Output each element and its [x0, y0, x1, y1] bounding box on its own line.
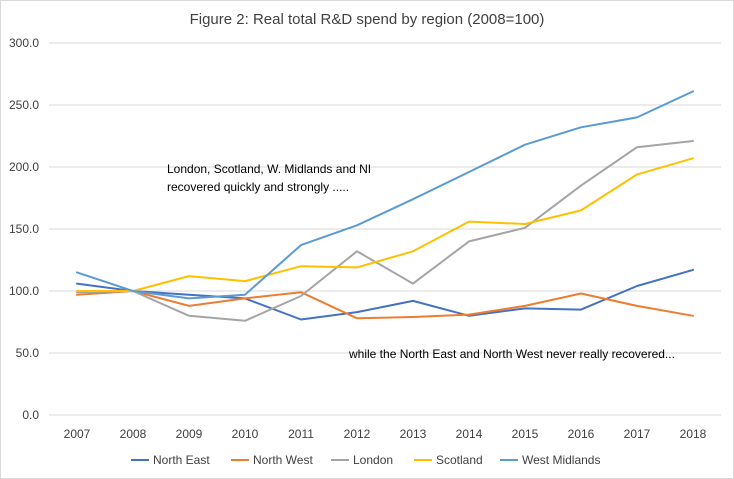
x-tick-label: 2018 [680, 427, 707, 441]
y-tick-label: 300.0 [9, 36, 39, 50]
x-tick-label: 2012 [344, 427, 371, 441]
gridlines [49, 42, 721, 416]
y-axis-tick-labels: 0.0 50.0 100.0 150.0 200.0 250.0 300.0 [9, 36, 39, 422]
x-tick-label: 2009 [176, 427, 203, 441]
x-tick-label: 2014 [456, 427, 483, 441]
legend-label-north-west: North West [253, 453, 313, 467]
series-lines [76, 90, 694, 322]
legend-label-scotland: Scotland [436, 453, 483, 467]
legend: North East North West London Scotland West M… [131, 453, 600, 467]
legend-label-west-midlands: West Midlands [522, 453, 600, 467]
series-line-north-east [76, 268, 694, 321]
x-tick-label: 2010 [232, 427, 259, 441]
y-tick-label: 100.0 [9, 284, 39, 298]
y-tick-label: 250.0 [9, 98, 39, 112]
x-tick-label: 2008 [120, 427, 147, 441]
legend-label-london: London [353, 453, 393, 467]
series-line-scotland [76, 157, 694, 292]
annotation-text: recovered quickly and strongly ..... [167, 180, 349, 194]
y-tick-label: 0.0 [22, 408, 39, 422]
x-tick-label: 2015 [512, 427, 539, 441]
x-tick-label: 2013 [400, 427, 427, 441]
x-tick-label: 2007 [64, 427, 91, 441]
legend-label-north-east: North East [153, 453, 210, 467]
y-tick-label: 200.0 [9, 160, 39, 174]
x-tick-label: 2017 [624, 427, 651, 441]
y-tick-label: 150.0 [9, 222, 39, 236]
series-line-west-midlands [76, 90, 694, 300]
annotation-text: while the North East and North West neve… [348, 347, 675, 361]
series-line-north-west [76, 290, 694, 320]
series-line-london [76, 140, 694, 322]
x-tick-label: 2016 [568, 427, 595, 441]
x-tick-label: 2011 [288, 427, 314, 441]
annotation-text: London, Scotland, W. Midlands and NI [167, 162, 371, 176]
y-tick-label: 50.0 [16, 346, 40, 360]
annotations: London, Scotland, W. Midlands and NI reco… [167, 162, 675, 361]
x-axis-tick-labels: 2007 2008 2009 2010 2011 2012 2013 2014 2015 2016… [64, 427, 707, 441]
chart-title: Figure 2: Real total R&D spend by region… [190, 11, 545, 28]
